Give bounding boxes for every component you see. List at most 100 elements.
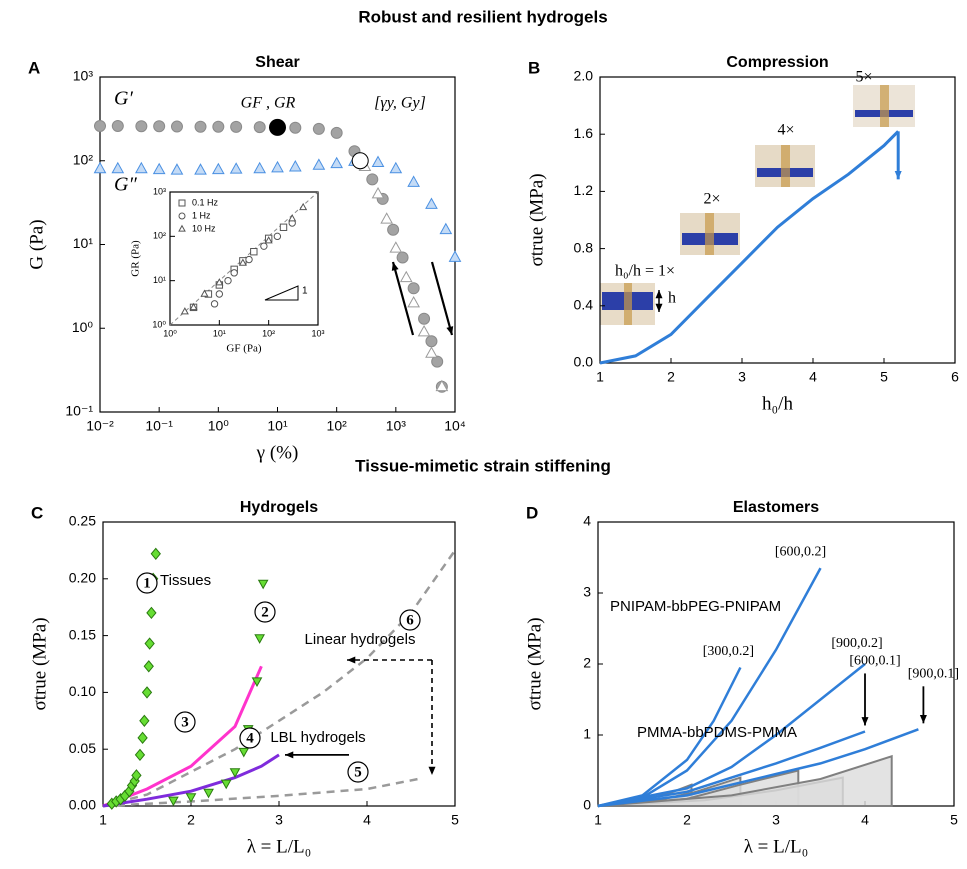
x-tick-label: 3 bbox=[275, 812, 283, 828]
point bbox=[371, 186, 385, 199]
point bbox=[210, 300, 219, 308]
point bbox=[269, 118, 286, 136]
point bbox=[93, 161, 107, 174]
annotation: 6 bbox=[406, 612, 414, 628]
point bbox=[111, 161, 125, 174]
arrow-head bbox=[428, 766, 436, 775]
arrow-head bbox=[655, 290, 663, 299]
line bbox=[597, 730, 866, 808]
x-tick-label: 3 bbox=[738, 369, 746, 385]
series-label: [600,0.2] bbox=[775, 544, 826, 559]
x-tick-label: 1 bbox=[596, 369, 604, 385]
x-tick-label: 4 bbox=[363, 812, 371, 828]
x-tick-label: 1 bbox=[99, 812, 107, 828]
slope-triangle bbox=[264, 285, 299, 301]
chart-title: Compression bbox=[726, 54, 828, 71]
point bbox=[135, 161, 148, 174]
point bbox=[238, 747, 250, 758]
y-tick-label: 0.4 bbox=[574, 297, 594, 313]
x-tick-label: 5 bbox=[950, 812, 958, 828]
annotation: 5 bbox=[354, 764, 362, 780]
x-tick-label: 1 bbox=[594, 812, 602, 828]
x-axis-label: GF (Pa) bbox=[226, 343, 261, 355]
x-tick-label: 10⁻¹ bbox=[145, 418, 173, 434]
annotation: h bbox=[668, 290, 676, 307]
x-tick-label: 10⁰ bbox=[163, 328, 177, 338]
y-tick-label: 10³ bbox=[73, 68, 94, 84]
line bbox=[597, 663, 866, 808]
point bbox=[146, 606, 157, 620]
annotation: PMMA-bbPDMS-PMMA bbox=[637, 724, 797, 741]
point bbox=[380, 212, 394, 224]
panel-label: D bbox=[526, 503, 538, 522]
arrow-head bbox=[391, 262, 399, 271]
annotation-circle bbox=[347, 761, 369, 783]
point bbox=[153, 120, 166, 133]
point bbox=[330, 156, 344, 169]
point bbox=[389, 241, 403, 253]
line bbox=[102, 753, 280, 808]
point bbox=[194, 120, 207, 133]
point bbox=[143, 660, 154, 673]
panel-label: C bbox=[31, 503, 43, 522]
annotation: h₀/h = 1× bbox=[615, 263, 675, 280]
point bbox=[238, 258, 247, 266]
legend-label: 1 Hz bbox=[192, 210, 211, 220]
point bbox=[230, 120, 243, 133]
y-tick-label: 0 bbox=[583, 797, 591, 813]
point bbox=[366, 173, 379, 186]
panel-label: A bbox=[28, 58, 40, 77]
x-axis-label: λ = L/L₀ bbox=[247, 836, 312, 857]
y-tick-label: 10¹ bbox=[153, 275, 166, 285]
x-tick-label: 10⁴ bbox=[444, 418, 466, 434]
x-tick-label: 3 bbox=[772, 812, 780, 828]
x-tick-label: 5 bbox=[880, 369, 888, 385]
y-axis-label: σtrue (MPa) bbox=[526, 173, 547, 266]
line bbox=[102, 777, 421, 808]
point bbox=[224, 276, 232, 285]
y-tick-label: 1.2 bbox=[574, 182, 594, 198]
point bbox=[425, 197, 438, 209]
panel-label: B bbox=[528, 58, 540, 77]
point bbox=[260, 242, 268, 250]
y-tick-label: 0.15 bbox=[69, 626, 96, 642]
y-tick-label: 10⁻¹ bbox=[65, 403, 93, 419]
point bbox=[131, 769, 142, 782]
point bbox=[141, 686, 153, 699]
point bbox=[220, 779, 232, 790]
y-axis-label: σtrue (MPa) bbox=[524, 617, 545, 710]
point bbox=[399, 270, 413, 283]
point bbox=[279, 223, 288, 231]
point bbox=[139, 714, 150, 727]
y-tick-label: 2.0 bbox=[574, 68, 594, 84]
arrow bbox=[391, 261, 415, 336]
y-tick-label: 4 bbox=[583, 513, 591, 529]
point bbox=[387, 223, 400, 236]
point bbox=[389, 161, 403, 174]
point bbox=[211, 162, 225, 175]
plot-frame bbox=[102, 521, 456, 807]
line bbox=[599, 130, 900, 365]
x-tick-label: 10³ bbox=[311, 328, 324, 338]
point bbox=[152, 162, 166, 175]
point bbox=[289, 121, 302, 134]
y-axis-label: GR (Pa) bbox=[130, 240, 142, 277]
x-tick-label: 2 bbox=[683, 812, 691, 828]
x-axis-label: λ = L/L₀ bbox=[744, 836, 809, 857]
annotation: 4× bbox=[777, 122, 794, 139]
point bbox=[230, 269, 238, 277]
annotation: LBL hydrogels bbox=[270, 729, 365, 746]
arrow bbox=[430, 261, 454, 336]
x-tick-label: 10¹ bbox=[267, 418, 288, 434]
x-tick-label: 4 bbox=[861, 812, 869, 828]
point bbox=[299, 202, 308, 211]
x-tick-label: 5 bbox=[451, 812, 459, 828]
x-tick-label: 10² bbox=[262, 328, 275, 338]
point bbox=[435, 379, 449, 392]
photo bbox=[600, 85, 915, 325]
point bbox=[245, 255, 253, 264]
line bbox=[102, 549, 457, 808]
x-tick-label: 2 bbox=[667, 369, 675, 385]
x-tick-label: 6 bbox=[951, 369, 959, 385]
annotation: Linear hydrogels bbox=[305, 631, 416, 648]
